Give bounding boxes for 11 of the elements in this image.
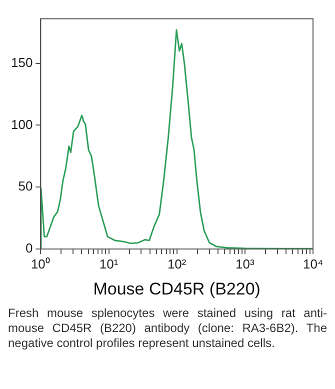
x-tick-label: 10²: [167, 256, 187, 272]
y-tick-label: 100: [10, 116, 33, 132]
y-tick-label: 0: [25, 240, 33, 256]
x-tick-label: 10⁴: [302, 256, 324, 272]
x-tick-label: 10¹: [99, 256, 119, 272]
y-tick-label: 50: [18, 178, 33, 194]
y-tick-label: 150: [10, 54, 33, 70]
text: Fresh mouse splenocytes were stained using rat anti-mouse CD45R (B220) antibody (clone: RA3-6B2). The negative control profiles represent unstained cells.: [8, 306, 327, 351]
x-tick-label: 10⁰: [30, 256, 50, 272]
x-axis-title: Mouse CD45R (B220): [93, 279, 260, 298]
x-tick-label: 10³: [236, 256, 255, 272]
